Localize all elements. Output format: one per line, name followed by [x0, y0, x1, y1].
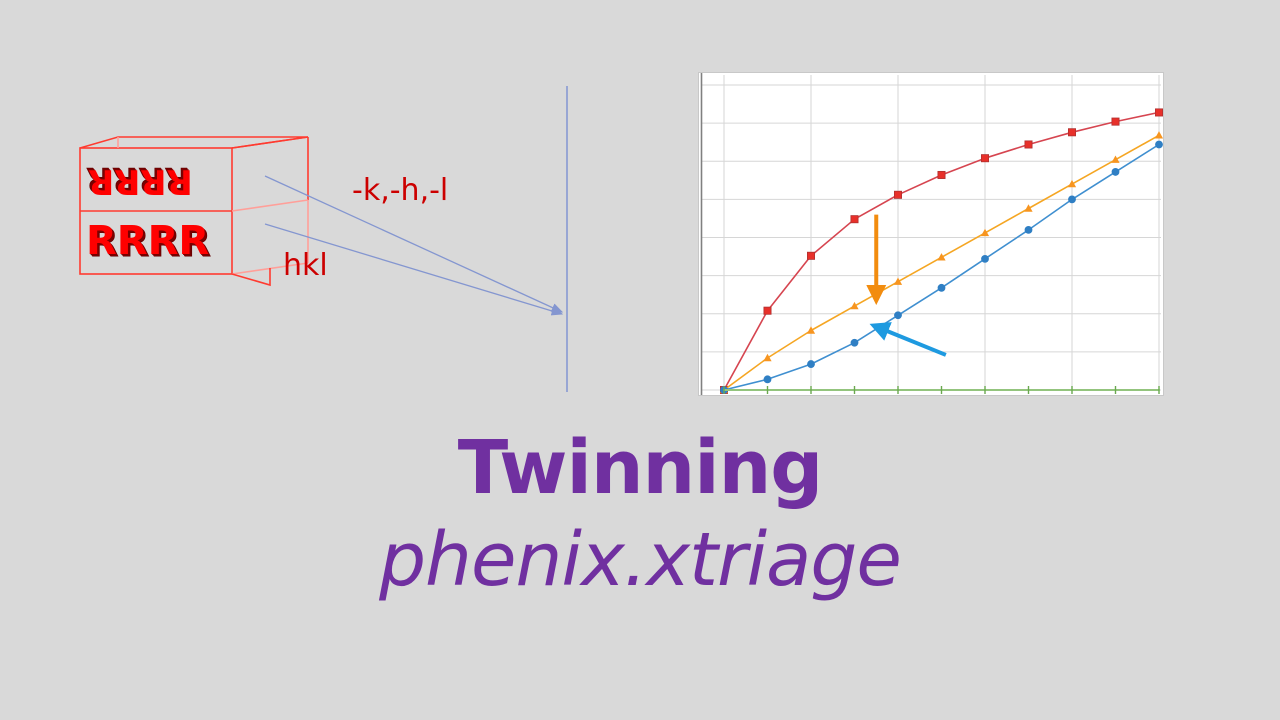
- series-baseline: [723, 386, 1160, 394]
- title-block: Twinning phenix.xtriage: [0, 424, 1280, 608]
- data-point: [980, 228, 990, 237]
- page-subtitle: phenix.xtriage: [379, 517, 902, 603]
- data-point: [1154, 108, 1163, 117]
- twinning-diagram: RRRR RRRR -k,-h,-l hkl: [0, 0, 600, 420]
- twin-operator-arrows: [264, 175, 564, 316]
- data-point: [893, 190, 902, 199]
- chart-series: [719, 108, 1163, 394]
- blue-left-arrow: [869, 322, 947, 357]
- data-point: [806, 326, 816, 334]
- series-untwinned: [719, 108, 1163, 394]
- box-mid-right-edge: [231, 199, 309, 212]
- data-point: [850, 338, 859, 347]
- series-line: [723, 111, 1160, 391]
- data-point: [1111, 155, 1120, 163]
- label-original-indices: hkl: [283, 248, 328, 283]
- arrow-twin-top: [264, 175, 564, 313]
- data-point: [807, 251, 816, 260]
- box-bottom-right-foot: [231, 268, 271, 287]
- label-twin-indices: -k,-h,-l: [352, 173, 449, 208]
- vertical-divider: [566, 86, 568, 392]
- cumulative-intensity-chart: [698, 72, 1164, 396]
- data-point: [807, 360, 815, 368]
- data-point: [937, 170, 946, 179]
- data-point: [1154, 131, 1163, 139]
- data-point: [893, 277, 903, 285]
- data-point: [1111, 168, 1120, 176]
- data-point: [894, 311, 902, 320]
- data-point: [1068, 195, 1076, 204]
- data-point: [1024, 204, 1033, 212]
- data-point: [850, 215, 859, 224]
- data-point: [1155, 140, 1163, 149]
- chart-annotations: [866, 214, 947, 357]
- data-point: [937, 283, 946, 292]
- lattice-row-original: RRRR: [86, 218, 210, 264]
- data-point: [937, 253, 946, 261]
- data-point: [763, 353, 772, 362]
- data-point: [763, 306, 772, 315]
- lattice-row-twinned: RRRR: [88, 161, 193, 201]
- data-point: [1067, 179, 1077, 188]
- data-point: [981, 254, 989, 263]
- series-perfectly-twinned: [720, 140, 1163, 394]
- data-point: [850, 301, 859, 310]
- data-point: [980, 154, 989, 163]
- page-title: Twinning: [457, 425, 823, 511]
- chart-vector-layer: [700, 73, 1163, 395]
- data-point: [1024, 225, 1033, 234]
- data-point: [1024, 140, 1033, 149]
- data-point: [763, 375, 772, 384]
- data-point: [1111, 117, 1120, 126]
- chart-gridlines: [701, 75, 1161, 393]
- lattice-box: [79, 136, 309, 287]
- box-top-right-edge: [231, 136, 309, 149]
- arrow-twin-bottom: [264, 223, 564, 316]
- diagram-vector-layer: [79, 136, 564, 316]
- data-point: [1067, 128, 1076, 137]
